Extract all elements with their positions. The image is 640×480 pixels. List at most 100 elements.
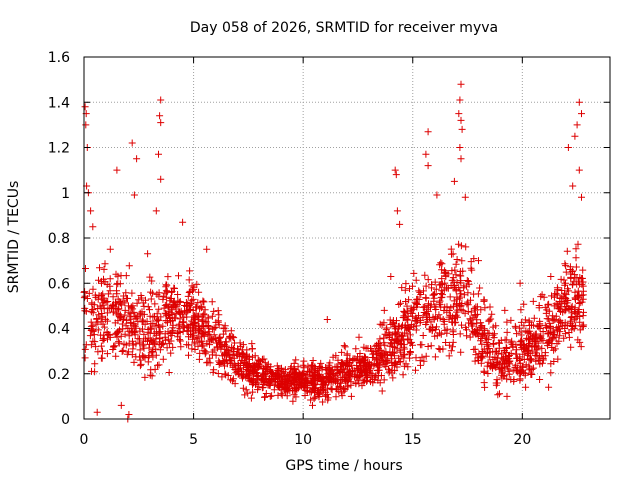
data-point [308, 378, 316, 386]
data-point [413, 315, 421, 323]
data-point [571, 304, 579, 312]
data-point [200, 323, 208, 330]
data-point [156, 346, 164, 354]
data-point [577, 343, 585, 351]
data-point [393, 337, 400, 345]
data-point [442, 272, 450, 280]
data-point [457, 155, 465, 163]
data-point [210, 307, 218, 315]
data-point [142, 296, 149, 304]
data-point [551, 315, 559, 323]
x-tick-label: 15 [404, 432, 422, 448]
data-point [235, 367, 243, 375]
data-point [159, 340, 167, 348]
data-point [571, 132, 579, 140]
data-point [95, 311, 103, 319]
data-point [456, 96, 464, 104]
data-point [312, 384, 320, 392]
data-point [504, 365, 512, 373]
data-point [245, 355, 253, 363]
data-point [201, 306, 209, 314]
data-point [489, 323, 497, 331]
data-point [110, 343, 118, 351]
data-point [179, 318, 187, 326]
data-point [249, 388, 257, 396]
data-point [380, 339, 388, 347]
data-point [532, 357, 540, 365]
data-point [470, 290, 478, 298]
data-point [130, 308, 138, 316]
data-point [81, 354, 89, 362]
data-point [536, 317, 544, 325]
data-point [455, 110, 463, 118]
data-point [575, 166, 583, 174]
data-point [471, 357, 479, 365]
data-point [157, 96, 165, 104]
data-point [391, 166, 399, 174]
data-point [149, 336, 157, 344]
data-point [118, 320, 126, 328]
data-point [106, 287, 114, 295]
data-point [456, 144, 464, 151]
data-point [147, 349, 155, 357]
data-point [572, 322, 580, 330]
data-point [139, 342, 147, 350]
data-point [111, 319, 119, 327]
data-point [318, 377, 326, 385]
data-point [550, 316, 558, 324]
data-point [419, 303, 427, 311]
data-point [527, 355, 535, 363]
data-point [452, 311, 460, 319]
data-point [386, 349, 394, 357]
tick-labels: 0 5 10 15 20 0 0.2 0.4 0.6 0.8 1 1.2 1.4 1.6 [48, 50, 532, 448]
data-point [304, 368, 312, 376]
data-point [188, 282, 196, 290]
data-point [453, 300, 460, 308]
data-point [477, 353, 485, 361]
data-point [529, 297, 537, 305]
data-point [113, 290, 121, 298]
data-point [89, 223, 97, 231]
data-point [167, 288, 175, 296]
data-point [271, 372, 279, 380]
data-point [247, 394, 255, 402]
data-point [534, 322, 542, 330]
data-point [281, 366, 289, 374]
data-point [99, 337, 107, 344]
data-point [329, 353, 337, 361]
data-point [106, 331, 114, 339]
data-point [420, 357, 428, 365]
data-point [159, 295, 167, 303]
data-point [151, 365, 159, 373]
data-point [341, 385, 349, 393]
data-point [113, 300, 121, 308]
data-point [197, 304, 205, 312]
data-point [547, 360, 555, 368]
data-point [438, 287, 446, 295]
data-point [219, 330, 227, 338]
data-point [404, 335, 412, 343]
data-point [519, 366, 527, 374]
data-point [303, 382, 311, 390]
data-point [392, 330, 400, 338]
data-point [431, 353, 439, 361]
data-point [96, 264, 103, 272]
data-point [521, 345, 528, 353]
data-point [148, 372, 156, 380]
data-point [125, 262, 133, 270]
data-point [115, 305, 123, 313]
data-point [212, 351, 220, 359]
data-point [221, 322, 229, 330]
data-point [449, 274, 457, 282]
data-point [442, 284, 450, 292]
data-point [503, 328, 511, 336]
data-point [290, 391, 298, 399]
data-point [526, 340, 534, 347]
data-point [508, 337, 516, 345]
data-point [568, 323, 576, 330]
data-point [324, 394, 332, 402]
data-point [314, 389, 322, 397]
data-point [139, 318, 147, 326]
data-point [526, 327, 534, 335]
data-point [203, 245, 211, 253]
